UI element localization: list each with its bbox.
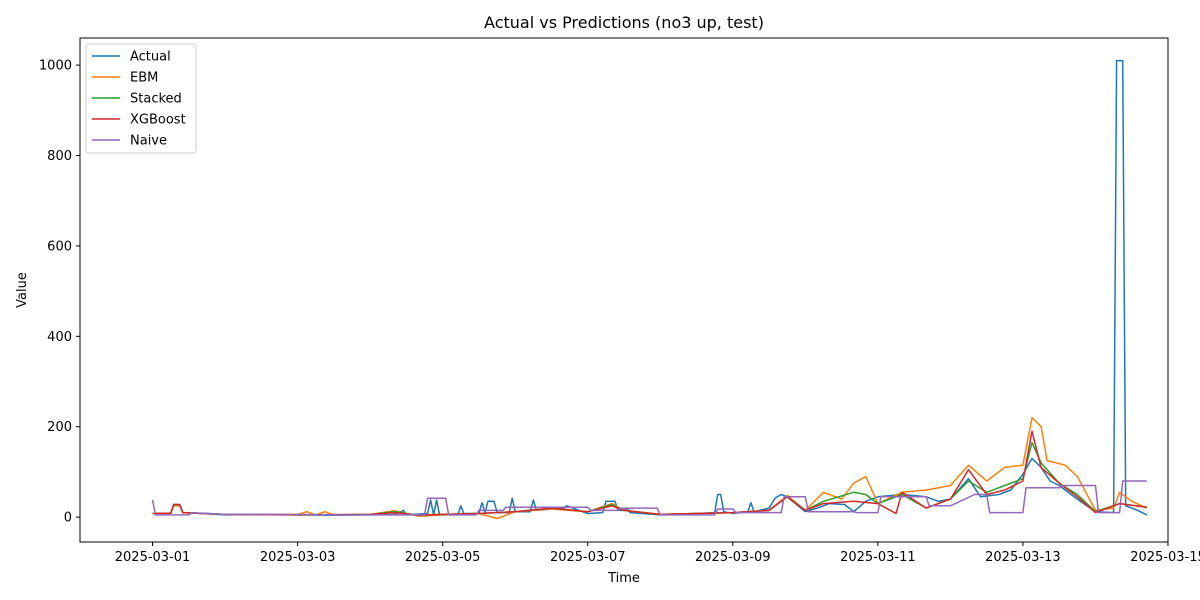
- legend-label-xgboost: XGBoost: [130, 113, 186, 128]
- chart-title: Actual vs Predictions (no3 up, test): [484, 13, 764, 32]
- legend-label-naive: Naive: [130, 134, 167, 149]
- legend-box: [85, 43, 197, 154]
- y-tick-label: 600: [47, 239, 72, 254]
- x-tick-label: 2025-03-11: [840, 550, 916, 565]
- plot-frame: [79, 37, 1169, 543]
- legend: Actual EBM Stacked XGBoost Naive: [85, 43, 197, 154]
- legend-label-stacked: Stacked: [130, 92, 182, 107]
- x-tick-label: 2025-03-07: [550, 550, 626, 565]
- y-tick-label: 400: [47, 330, 72, 345]
- y-tick-label: 0: [64, 511, 72, 526]
- series-line-actual: [152, 59, 1148, 517]
- y-tick-label: 1000: [39, 59, 72, 74]
- y-tick-label: 800: [47, 149, 72, 164]
- x-tick-label: 2025-03-01: [115, 550, 191, 565]
- x-tick-label: 2025-03-09: [695, 550, 771, 565]
- y-tick-label: 200: [47, 420, 72, 435]
- x-tick-label: 2025-03-03: [260, 550, 336, 565]
- x-tick-label: 2025-03-05: [405, 550, 481, 565]
- axes: 0 200 400 600 800 1000 2025-03-01 2025-03-03 202…: [39, 59, 1200, 565]
- series-line-ebm: [152, 416, 1148, 520]
- series-line-naive: [151, 480, 1147, 516]
- x-tick-label: 2025-03-13: [985, 550, 1061, 565]
- legend-label-ebm: EBM: [130, 71, 158, 86]
- series-line-stacked: [152, 441, 1147, 517]
- legend-label-actual: Actual: [130, 50, 171, 65]
- x-tick-label: 2025-03-15: [1130, 550, 1200, 565]
- plot-area: [151, 59, 1148, 520]
- x-axis-label: Time: [607, 571, 640, 586]
- y-axis-label: Value: [15, 272, 30, 308]
